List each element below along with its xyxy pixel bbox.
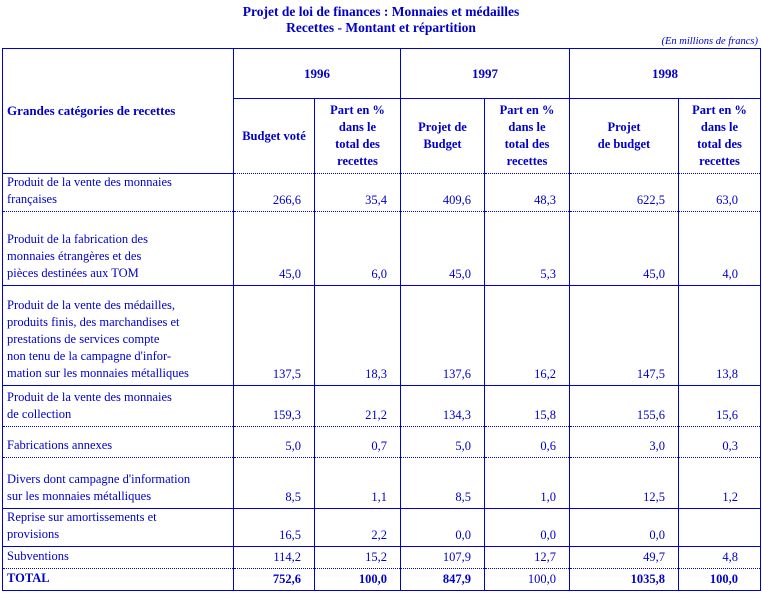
- value-cell: 155,6: [569, 385, 679, 427]
- row-label: Produit de la vente des monnaies françai…: [2, 173, 234, 212]
- page-subtitle: Recettes - Montant et répartition: [286, 20, 476, 35]
- value-cell: 100,0: [484, 568, 570, 591]
- value-cell: 2,2: [314, 508, 401, 547]
- value-cell: 0,7: [314, 426, 401, 458]
- table-row-subventions: Subventions 114,2 15,2 107,9 12,7 49,7 4…: [2, 546, 761, 569]
- table-row-vente-monnaies-francaises: Produit de la vente des monnaies françai…: [2, 173, 761, 212]
- value-cell: 8,5: [400, 457, 485, 509]
- table-row-fabrication-monnaies-etrangeres: Produit de la fabrication des monnaies é…: [2, 211, 761, 286]
- value-cell: [678, 508, 761, 547]
- subheader-part-1998: Part en % dans le total des recettes: [678, 98, 761, 174]
- value-cell: 1,1: [314, 457, 401, 509]
- subheader-projet-budget-1997: Projet de Budget: [400, 98, 485, 174]
- value-cell: 8,5: [233, 457, 315, 509]
- value-cell: 1,2: [678, 457, 761, 509]
- value-cell: 147,5: [569, 285, 679, 386]
- row-label: Divers dont campagne d'information sur l…: [2, 457, 234, 509]
- value-cell: 1035,8: [569, 568, 679, 591]
- units-note: (En millions de francs): [661, 36, 758, 47]
- value-cell: 45,0: [400, 211, 485, 286]
- value-cell: 1,0: [484, 457, 570, 509]
- value-cell: 15,2: [314, 546, 401, 569]
- row-label: Fabrications annexes: [2, 426, 234, 458]
- value-cell: 0,0: [484, 508, 570, 547]
- value-cell: 159,3: [233, 385, 315, 427]
- value-cell: 100,0: [678, 568, 761, 591]
- subheader-row: Budget voté Part en % dans le total des …: [3, 98, 761, 174]
- value-cell: 49,7: [569, 546, 679, 569]
- value-cell: 0,3: [678, 426, 761, 458]
- year-header-1996: 1996: [233, 48, 401, 100]
- value-cell: 4,8: [678, 546, 761, 569]
- value-cell: 12,7: [484, 546, 570, 569]
- year-header-row: Grandes catégories de recettes 1996 1997…: [2, 48, 761, 174]
- value-cell: 137,6: [400, 285, 485, 386]
- value-cell: 0,0: [569, 508, 679, 547]
- table-row-monnaies-collection: Produit de la vente des monnaies de coll…: [2, 385, 761, 427]
- value-cell: 21,2: [314, 385, 401, 427]
- value-cell: 100,0: [314, 568, 401, 591]
- row-label: Produit de la vente des médailles, produ…: [2, 285, 234, 386]
- subheader-part-1997: Part en % dans le total des recettes: [484, 98, 570, 174]
- row-header-cell: Grandes catégories de recettes: [2, 48, 234, 174]
- value-cell: 409,6: [400, 173, 485, 212]
- row-label: Subventions: [2, 546, 234, 569]
- page-title: Projet de loi de finances : Monnaies et …: [242, 4, 520, 19]
- table-row-divers-campagne: Divers dont campagne d'information sur l…: [2, 457, 761, 509]
- value-cell: 266,6: [233, 173, 315, 212]
- recettes-table: Grandes catégories de recettes 1996 1997…: [2, 48, 761, 591]
- value-cell: 45,0: [569, 211, 679, 286]
- value-cell: 0,0: [400, 508, 485, 547]
- value-cell: 847,9: [400, 568, 485, 591]
- year-header-1997: 1997: [400, 48, 570, 100]
- value-cell: 6,0: [314, 211, 401, 286]
- subheader-part-1996: Part en % dans le total des recettes: [314, 98, 401, 174]
- row-label: Produit de la vente des monnaies de coll…: [2, 385, 234, 427]
- table-row-total: TOTAL 752,6 100,0 847,9 100,0 1035,8 100…: [3, 568, 761, 591]
- value-cell: 15,8: [484, 385, 570, 427]
- subheader-budget-vote-1996: Budget voté: [233, 98, 315, 174]
- value-cell: 0,6: [484, 426, 570, 458]
- value-cell: 4,0: [678, 211, 761, 286]
- value-cell: 752,6: [233, 568, 315, 591]
- value-cell: 16,5: [233, 508, 315, 547]
- value-cell: 18,3: [314, 285, 401, 386]
- value-cell: 13,8: [678, 285, 761, 386]
- value-cell: 622,5: [569, 173, 679, 212]
- value-cell: 5,0: [233, 426, 315, 458]
- table-row-reprise-amortissements: Reprise sur amortissements et provisions…: [2, 508, 761, 547]
- value-cell: 16,2: [484, 285, 570, 386]
- value-cell: 35,4: [314, 173, 401, 212]
- row-label: Produit de la fabrication des monnaies é…: [2, 211, 234, 286]
- value-cell: 15,6: [678, 385, 761, 427]
- year-header-1998: 1998: [569, 48, 761, 100]
- value-cell: 134,3: [400, 385, 485, 427]
- table-row-vente-medailles: Produit de la vente des médailles, produ…: [2, 285, 761, 386]
- value-cell: 137,5: [233, 285, 315, 386]
- value-cell: 107,9: [400, 546, 485, 569]
- subheader-projet-budget-1998: Projet de budget: [569, 98, 679, 174]
- value-cell: 3,0: [569, 426, 679, 458]
- value-cell: 45,0: [233, 211, 315, 286]
- value-cell: 63,0: [678, 173, 761, 212]
- row-label: Reprise sur amortissements et provisions: [2, 508, 234, 547]
- table-row-fabrications-annexes: Fabrications annexes 5,0 0,7 5,0 0,6 3,0…: [2, 426, 761, 458]
- value-cell: 48,3: [484, 173, 570, 212]
- title-block: Projet de loi de finances : Monnaies et …: [2, 4, 760, 36]
- value-cell: 114,2: [233, 546, 315, 569]
- value-cell: 5,0: [400, 426, 485, 458]
- value-cell: 5,3: [484, 211, 570, 286]
- value-cell: 12,5: [569, 457, 679, 509]
- row-label-total: TOTAL: [7, 571, 50, 585]
